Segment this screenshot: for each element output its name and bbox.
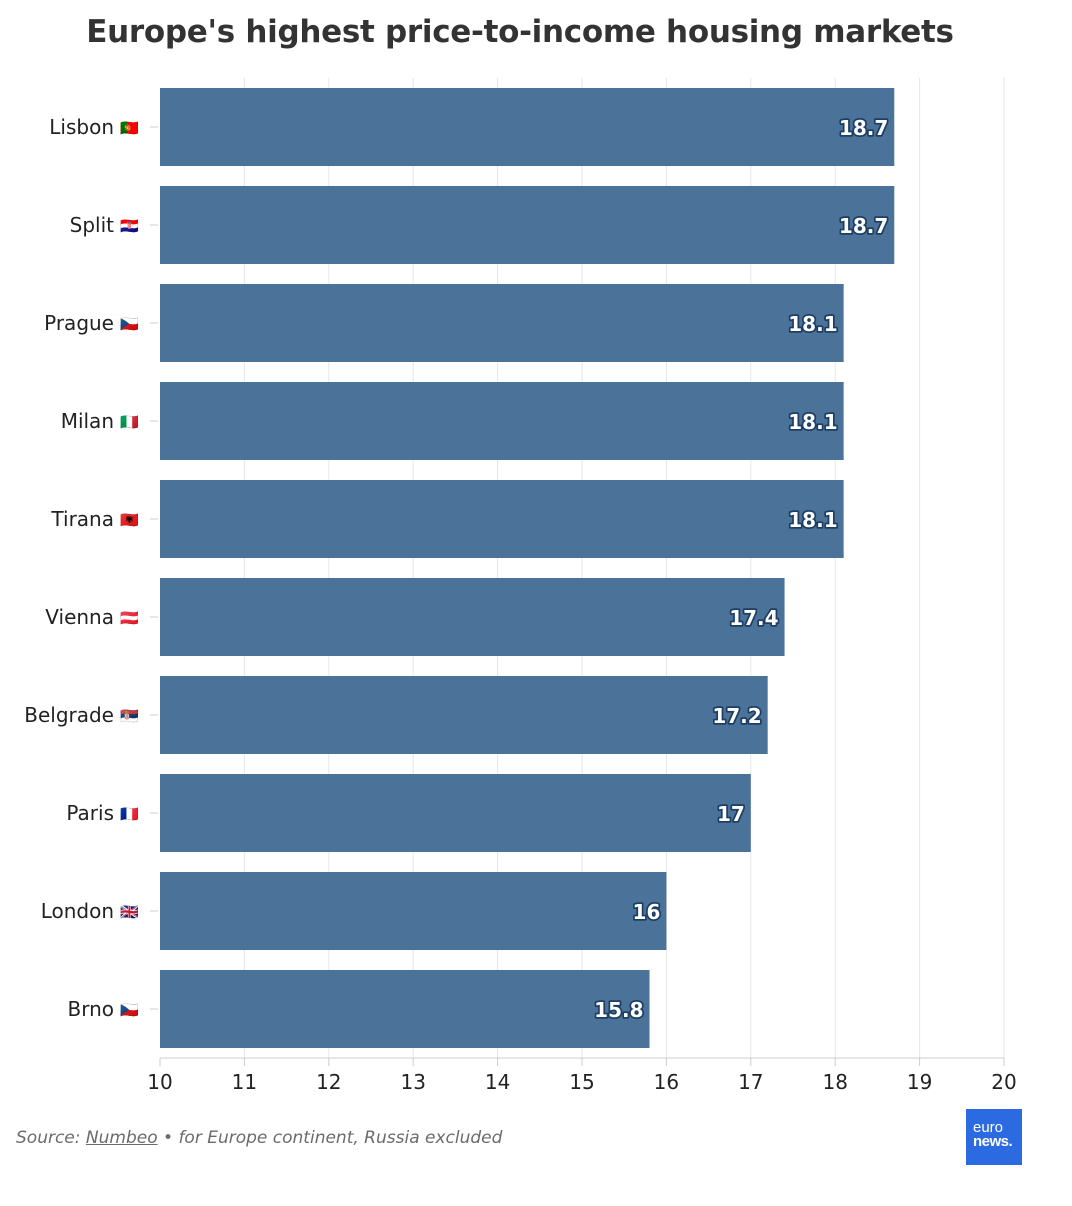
x-tick-label-11: 11 (232, 1070, 257, 1094)
bar-london[interactable] (160, 872, 667, 950)
data-label-london: 16 (633, 900, 661, 924)
data-label-split: 18.7 (839, 214, 888, 238)
x-axis: 10 11 12 13 14 15 16 17 18 19 20 (147, 1057, 1017, 1094)
category-label-vienna: Vienna (45, 605, 114, 629)
flag-icon-milan: 🇮🇹 (120, 413, 139, 431)
logo-text-euro: euro (973, 1119, 1004, 1136)
x-tick-label-10: 10 (147, 1070, 172, 1094)
bar-split[interactable] (160, 186, 895, 264)
source-suffix: • for Europe continent, Russia excluded (157, 1128, 503, 1148)
flag-icon-lisbon: 🇵🇹 (120, 119, 139, 137)
flag-icon-london: 🇬🇧 (120, 903, 139, 921)
category-label-belgrade: Belgrade (24, 703, 114, 727)
x-tick-label-15: 15 (569, 1070, 594, 1094)
x-tick-label-12: 12 (316, 1070, 341, 1094)
flag-icon-tirana: 🇦🇱 (120, 511, 139, 529)
data-label-lisbon: 18.7 (839, 116, 888, 140)
category-label-milan: Milan (61, 409, 114, 433)
source-link-numbeo[interactable]: Numbeo (85, 1128, 158, 1148)
flag-icon-belgrade: 🇷🇸 (120, 707, 139, 725)
data-label-brno: 15.8 (594, 998, 643, 1022)
flag-icon-prague: 🇨🇿 (120, 315, 139, 333)
category-label-paris: Paris (66, 801, 114, 825)
bar-lisbon[interactable] (160, 88, 895, 166)
category-label-split: Split (70, 213, 115, 237)
x-tick-label-13: 13 (400, 1070, 425, 1094)
x-tick-label-17: 17 (738, 1070, 763, 1094)
source-note: Source: Numbeo • for Europe continent, R… (16, 1128, 502, 1148)
bar-tirana[interactable] (160, 480, 844, 558)
category-label-brno: Brno (67, 997, 114, 1021)
bar-vienna[interactable] (160, 578, 785, 656)
x-tick-label-20: 20 (991, 1070, 1016, 1094)
bars: 18.7 18.7 18.1 18.1 18.1 17.4 17.2 17 16 15.8 (160, 88, 895, 1048)
bar-prague[interactable] (160, 284, 844, 362)
x-tick-label-18: 18 (822, 1070, 847, 1094)
data-label-paris: 17 (717, 802, 745, 826)
flag-icon-paris: 🇫🇷 (120, 805, 139, 823)
data-label-vienna: 17.4 (729, 606, 778, 630)
category-label-tirana: Tirana (50, 507, 114, 531)
chart-title: Europe's highest price-to-income housing… (86, 14, 954, 50)
category-label-prague: Prague (44, 311, 114, 335)
bar-belgrade[interactable] (160, 676, 768, 754)
category-label-london: London (41, 899, 114, 923)
data-label-prague: 18.1 (788, 312, 837, 336)
source-prefix: Source: (16, 1128, 86, 1148)
x-tick-label-19: 19 (907, 1070, 932, 1094)
category-label-lisbon: Lisbon (49, 115, 114, 139)
bar-milan[interactable] (160, 382, 844, 460)
data-label-tirana: 18.1 (788, 508, 837, 532)
euronews-logo[interactable]: euro news. (966, 1109, 1022, 1165)
data-label-belgrade: 17.2 (712, 704, 761, 728)
flag-icon-brno: 🇨🇿 (120, 1001, 139, 1019)
bar-brno[interactable] (160, 970, 650, 1048)
bar-paris[interactable] (160, 774, 751, 852)
category-labels: Lisbon 🇵🇹 Split 🇭🇷 Prague 🇨🇿 Milan 🇮🇹 Tirana 🇦🇱 Vi… (24, 115, 158, 1021)
x-tick-label-14: 14 (485, 1070, 510, 1094)
logo-text-news: news. (973, 1133, 1013, 1150)
flag-icon-split: 🇭🇷 (120, 217, 139, 235)
x-tick-label-16: 16 (654, 1070, 679, 1094)
data-label-milan: 18.1 (788, 410, 837, 434)
flag-icon-vienna: 🇦🇹 (120, 609, 139, 627)
